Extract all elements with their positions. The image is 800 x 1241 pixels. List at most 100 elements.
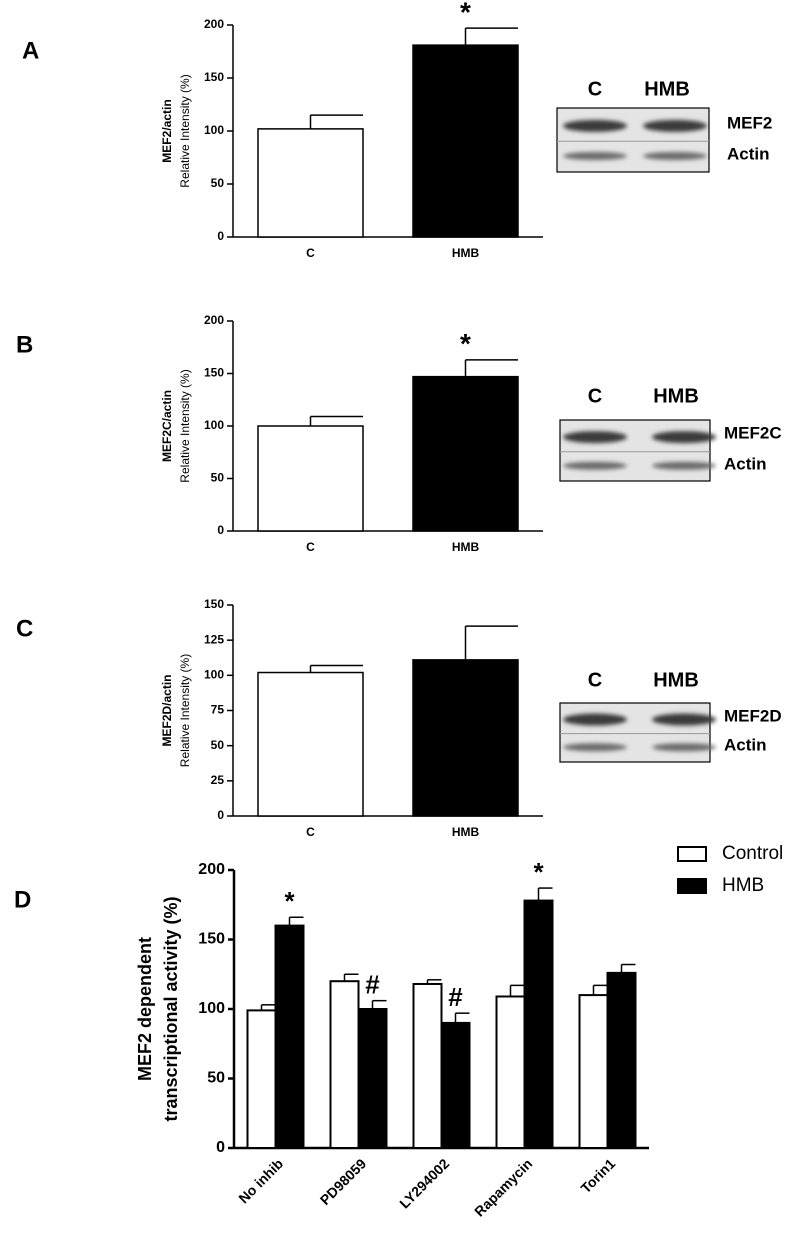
blot-lane-label: C [588,78,602,100]
y-tick-label: 50 [211,176,225,190]
y-tick-label: 150 [204,366,224,380]
y-tick-label: 100 [204,418,224,432]
y-tick-label: 0 [217,523,224,537]
blot-band [652,461,716,470]
bar [412,375,519,532]
y-tick-label: 50 [211,471,225,485]
y-axis-label: Relative Intensity (%) [178,74,192,187]
blot-lane-label: C [588,385,602,407]
blot-band-label: Actin [727,144,770,163]
y-tick-label: 200 [204,313,224,327]
x-tick-label: LY294002 [396,1155,452,1211]
x-tick-label: Torin1 [577,1155,618,1196]
y-tick-label: 200 [204,17,224,31]
blot-frame [559,419,711,482]
blot-band [652,713,716,726]
annotation: * [533,857,544,887]
blot-band [643,119,707,132]
bar [412,44,519,238]
blot-band [563,743,627,752]
y-tick-label: 200 [198,861,225,878]
y-tick-label: 150 [198,931,225,948]
blot-band [643,152,707,160]
bar [274,924,305,1149]
x-tick-label: HMB [452,825,480,839]
bar [257,671,364,817]
x-tick-label: No inhib [235,1155,286,1206]
y-tick-label: 150 [204,70,224,84]
y-axis-label: Relative Intensity (%) [178,369,192,482]
x-tick-label: C [306,825,315,839]
blot-band [563,713,627,726]
x-tick-label: HMB [452,540,480,554]
panel-letter: A [22,37,39,64]
bar [246,1009,277,1150]
y-tick-label: 75 [211,703,225,717]
blot-lane-label: C [588,669,602,691]
annotation: * [460,328,471,359]
annotation: * [284,886,295,916]
y-tick-label: 0 [216,1139,225,1156]
blot-band [652,743,716,752]
y-tick-label: 150 [204,597,224,611]
blot-band [563,461,627,470]
x-tick-label: Rapamycin [471,1155,535,1219]
y-tick-label: 25 [211,773,225,787]
y-tick-label: 100 [204,123,224,137]
blot-band [563,119,627,132]
annotation: * [460,0,471,28]
bar [329,980,360,1150]
legend-swatch [677,878,707,894]
y-tick-label: 125 [204,632,224,646]
blot-band [563,431,627,444]
bar [357,1008,388,1149]
blot-lane-label: HMB [653,385,699,407]
blot-frame [559,702,711,763]
bar [257,425,364,532]
y-tick-label: 50 [207,1070,225,1087]
bar [412,982,443,1149]
y-axis-label: Relative Intensity (%) [178,654,192,767]
annotation: # [448,982,463,1012]
bar [440,1021,471,1150]
y-tick-label: 50 [211,738,225,752]
y-tick-label: 100 [204,668,224,682]
bar [495,995,526,1149]
blot-band-label: Actin [724,735,767,754]
blot-frame [556,107,710,173]
x-tick-label: HMB [452,246,480,260]
blot-lane-label: HMB [644,78,690,100]
bar [578,994,609,1149]
legend-label: Control [722,843,783,864]
annotation: # [365,970,380,1000]
y-tick-label: 0 [217,229,224,243]
blot-lane-label: HMB [653,669,699,691]
blot-band [652,431,716,444]
bar [257,128,364,238]
x-tick-label: PD98059 [317,1155,370,1208]
x-tick-label: C [306,246,315,260]
y-axis-label: MEF2 dependent [135,937,155,1081]
y-axis-label: transcriptional activity (%) [161,896,181,1121]
bar [412,659,519,817]
blot-band-label: Actin [724,454,767,473]
y-axis-label: MEF2C/actin [160,390,174,462]
legend-swatch [677,846,707,862]
legend-label: HMB [722,875,764,896]
blot-band [563,152,627,160]
bar [606,971,637,1149]
x-tick-label: C [306,540,315,554]
bar [523,899,554,1150]
y-tick-label: 100 [198,1000,225,1017]
y-tick-label: 0 [217,808,224,822]
panel-letter: D [14,886,31,913]
y-axis-label: MEF2/actin [160,99,174,162]
blot-band-label: MEF2 [727,113,772,132]
blot-band-label: MEF2C [724,423,782,442]
panel-letter: B [16,331,33,358]
y-axis-label: MEF2D/actin [160,674,174,746]
blot-band-label: MEF2D [724,706,782,725]
panel-letter: C [16,615,33,642]
